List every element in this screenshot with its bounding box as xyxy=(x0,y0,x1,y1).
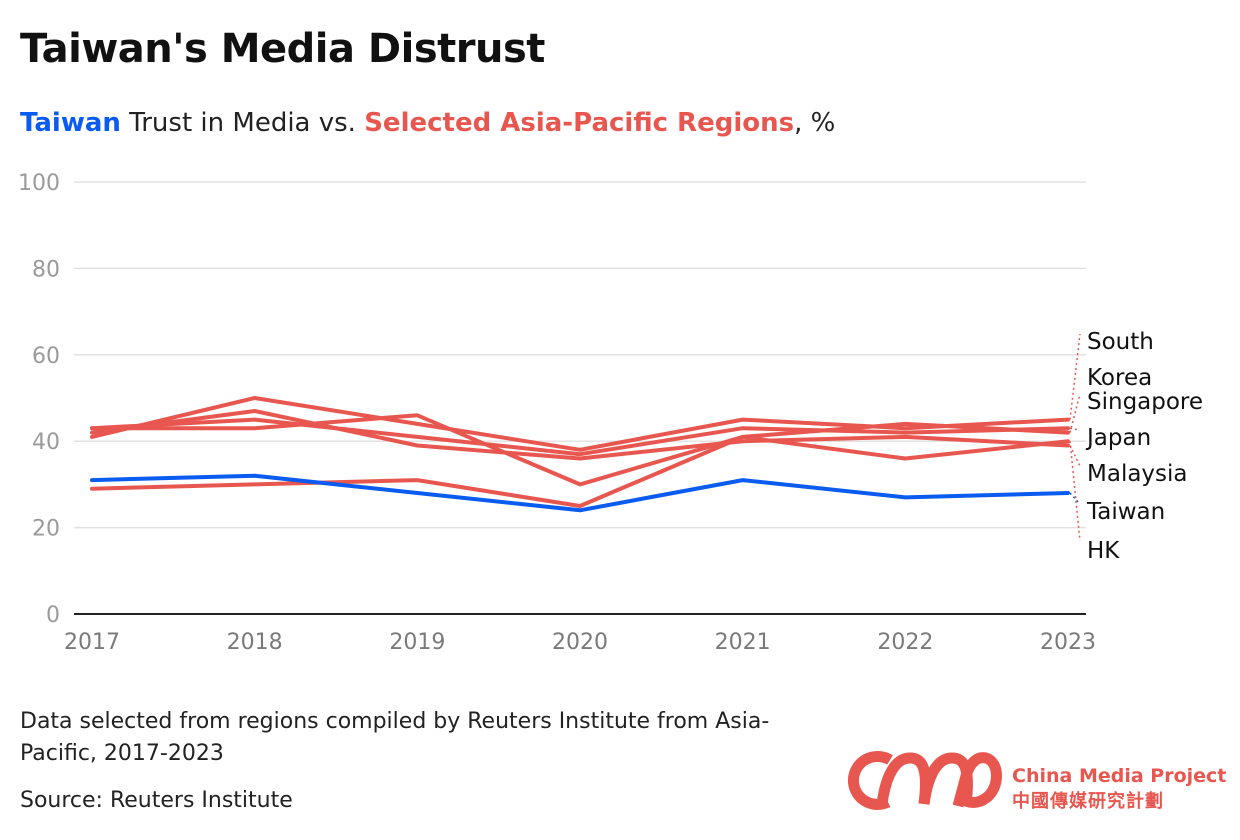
series-line-hk xyxy=(90,434,1070,508)
leader-line xyxy=(1069,492,1081,505)
x-tick-label: 2023 xyxy=(1040,630,1096,655)
chart-title: Taiwan's Media Distrust xyxy=(20,26,545,72)
footnote: Data selected from regions compiled by R… xyxy=(20,709,770,766)
leader-line xyxy=(1069,441,1081,542)
subtitle-end: , % xyxy=(794,108,836,138)
end-label: Singapore xyxy=(1087,389,1203,415)
x-tick-label: 2017 xyxy=(64,630,120,655)
cmp-logo-icon xyxy=(847,750,1002,810)
series-line-malaysia xyxy=(90,409,1070,461)
brand-name-en: China Media Project xyxy=(1012,765,1227,787)
end-label: Japan xyxy=(1085,425,1151,451)
leader-line xyxy=(1069,427,1081,431)
end-label: Taiwan xyxy=(1086,499,1165,525)
y-tick-label: 40 xyxy=(32,430,60,455)
subtitle-regions: Selected Asia-Pacific Regions xyxy=(364,108,795,138)
brand-name-zh: 中國傳媒研究計劃 xyxy=(1012,791,1164,812)
y-tick-label: 80 xyxy=(32,257,60,282)
leader-line xyxy=(1069,393,1081,433)
chart-subtitle: Taiwan Trust in Media vs. Selected Asia-… xyxy=(20,108,835,138)
subtitle-mid: Trust in Media vs. xyxy=(120,108,365,138)
subtitle-taiwan: Taiwan xyxy=(20,108,121,138)
end-label: HK xyxy=(1087,538,1120,564)
x-tick-label: 2018 xyxy=(227,630,283,655)
x-tick-label: 2019 xyxy=(389,630,445,655)
end-label: Malaysia xyxy=(1087,461,1188,487)
y-tick-label: 20 xyxy=(32,517,60,542)
leader-line xyxy=(1069,333,1081,420)
y-tick-label: 100 xyxy=(18,171,60,196)
x-tick-label: 2020 xyxy=(552,630,608,655)
series-line-japan xyxy=(90,417,1070,457)
end-label: South xyxy=(1087,329,1154,355)
x-tick-label: 2022 xyxy=(877,630,933,655)
end-label: Korea xyxy=(1087,365,1152,391)
brand-name: China Media Project 中國傳媒研究計劃 xyxy=(1012,763,1226,815)
source-note: Source: Reuters Institute xyxy=(20,788,293,813)
series-line-south-korea xyxy=(90,396,1070,452)
leader-line xyxy=(1069,445,1081,467)
series-line-singapore xyxy=(90,413,1070,487)
series-line-taiwan xyxy=(90,473,1070,513)
y-tick-label: 0 xyxy=(46,603,60,628)
line-chart: 0 20 40 60 80 100 2017 2018 2019 2020 2021 2022 2023… xyxy=(18,171,1203,655)
x-tick-label: 2021 xyxy=(715,630,771,655)
y-tick-label: 60 xyxy=(32,344,60,369)
